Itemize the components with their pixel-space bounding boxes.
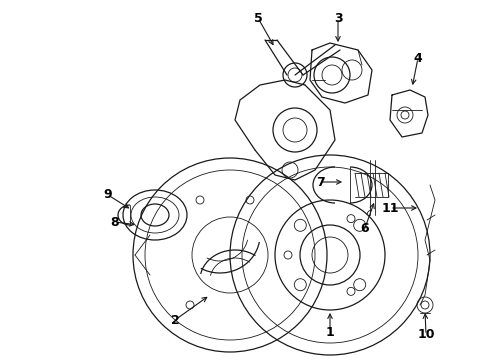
Text: 9: 9 <box>104 189 112 202</box>
Text: 3: 3 <box>334 12 343 24</box>
Text: 11: 11 <box>381 202 399 215</box>
Text: 4: 4 <box>414 51 422 64</box>
Text: 10: 10 <box>417 328 435 342</box>
Text: 2: 2 <box>171 314 179 327</box>
Text: 1: 1 <box>326 325 334 338</box>
Text: 8: 8 <box>111 216 119 229</box>
Text: 5: 5 <box>254 12 262 24</box>
Text: 6: 6 <box>361 221 369 234</box>
Text: 7: 7 <box>316 175 324 189</box>
